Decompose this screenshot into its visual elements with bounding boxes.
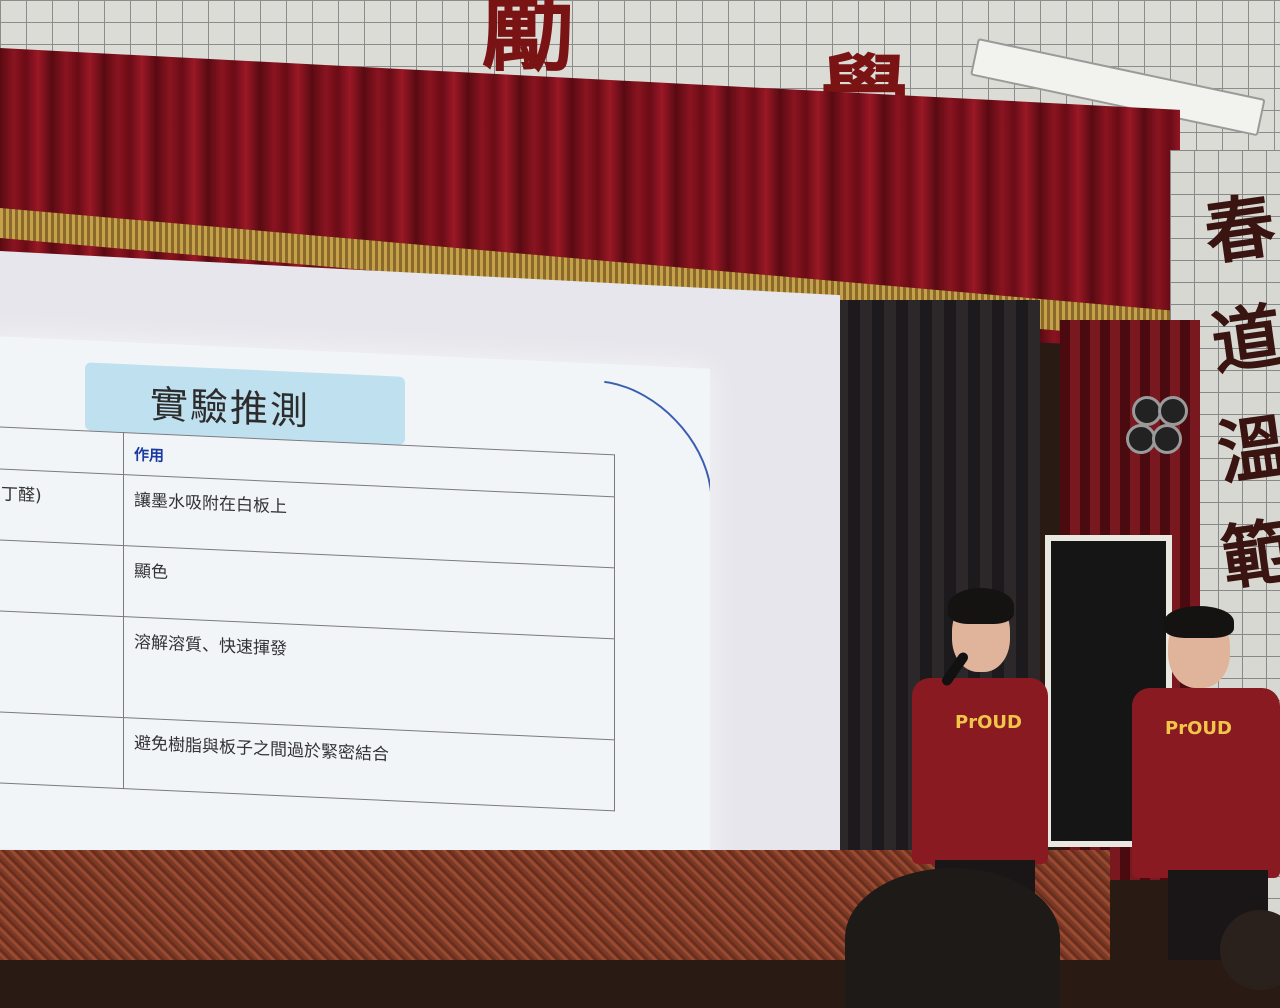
side-wall-character-1: 春 (1199, 183, 1280, 276)
presenter-hair (1164, 606, 1234, 638)
slide-table: 作用 丁醛) 讓墨水吸附在白板上 顯色 溶解溶質、快速揮發 避免樹脂與板子之間過… (0, 426, 615, 811)
table-cell: 丁醛) (0, 468, 124, 546)
side-wall-character-4: 範 (1216, 508, 1280, 601)
audience-member-head (845, 868, 1060, 1008)
side-wall-character-3: 溫 (1212, 403, 1280, 496)
presenter-hair (948, 588, 1014, 624)
speaker-icon (1158, 396, 1188, 426)
presenter-shirt (912, 678, 1048, 864)
speaker-icon (1152, 424, 1182, 454)
table-cell (0, 539, 124, 617)
table-cell (0, 426, 124, 475)
table-cell (0, 610, 124, 718)
side-wall-character-2: 道 (1206, 293, 1280, 386)
table-cell (0, 711, 124, 789)
presentation-slide: 實驗推測 作用 丁醛) 讓墨水吸附在白板上 顯色 溶解溶質、快速揮發 避免樹脂與… (0, 336, 710, 881)
wall-character-1: 勵 (482, 0, 575, 84)
shirt-logo: PrOUD (1165, 718, 1232, 739)
presenter-shirt (1132, 688, 1280, 878)
shirt-logo: PrOUD (955, 712, 1022, 733)
slide-title: 實驗推測 (150, 382, 311, 434)
